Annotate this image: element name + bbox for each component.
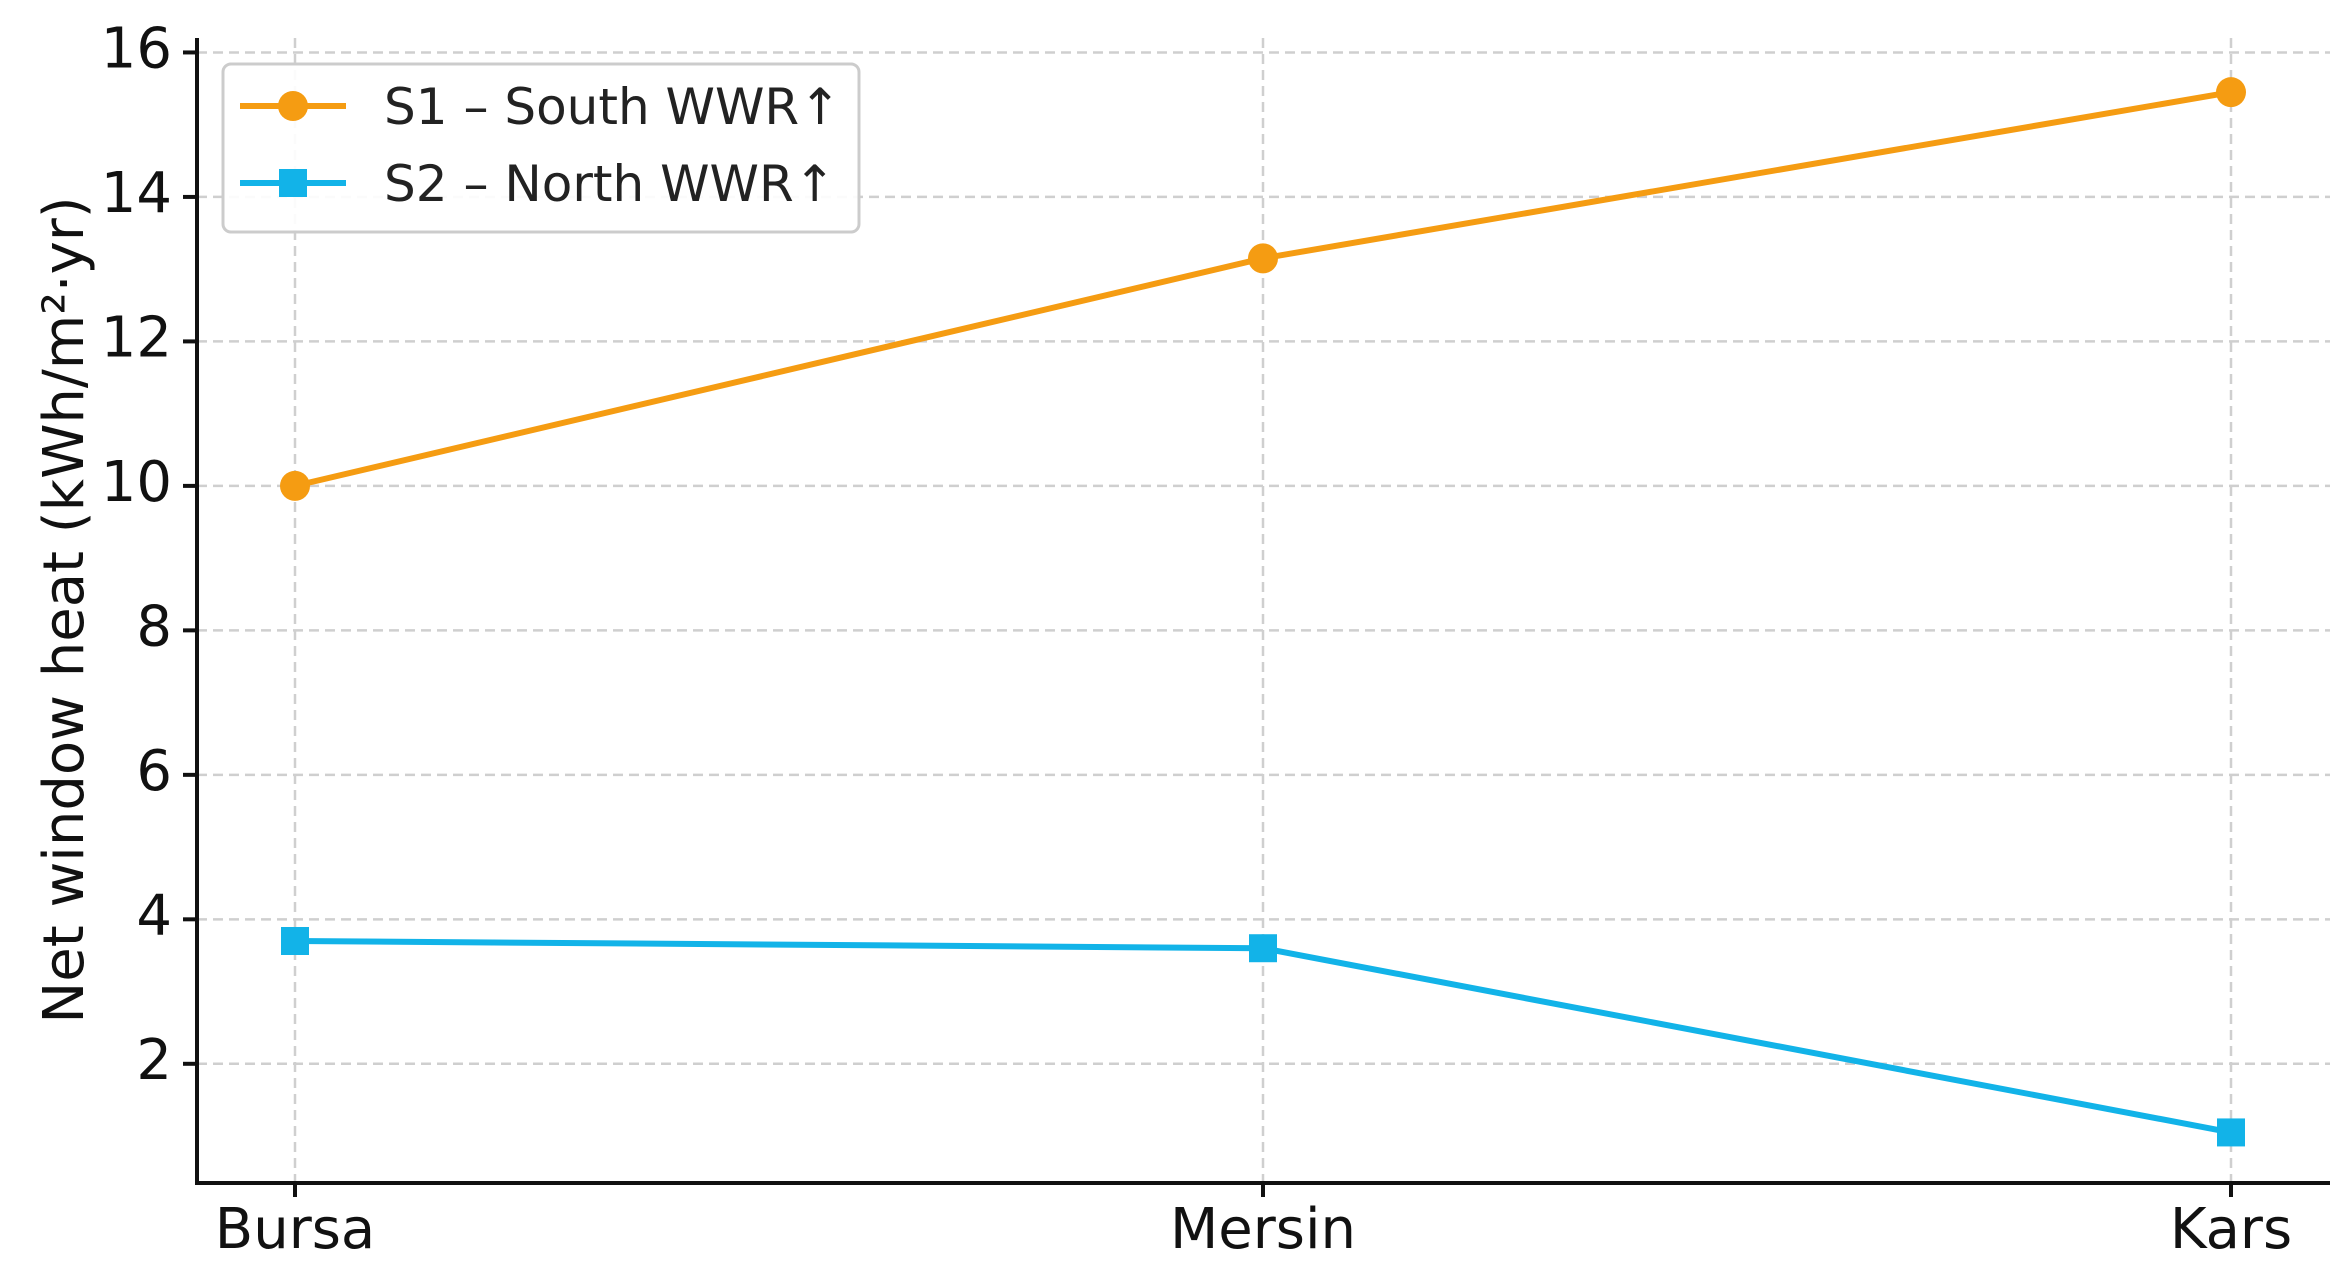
x-tick-label: Bursa xyxy=(215,1197,375,1262)
y-tick-label: 4 xyxy=(136,883,172,948)
series-layer xyxy=(280,77,2246,1147)
y-tick-label: 10 xyxy=(101,450,172,515)
x-tick-label: Kars xyxy=(2170,1197,2292,1262)
y-tick-label: 6 xyxy=(136,739,172,804)
y-tick-label: 14 xyxy=(101,161,172,226)
series-s1 xyxy=(280,77,2246,501)
y-ticks: 2 4 6 8 10 12 14 16 xyxy=(101,17,197,1093)
data-point xyxy=(1249,934,1277,963)
data-point xyxy=(1248,243,1278,274)
data-point xyxy=(2217,1118,2245,1147)
legend-s1-label: S1 – South WWR↑ xyxy=(384,78,841,136)
legend: S1 – South WWR↑ S2 – North WWR↑ xyxy=(221,62,861,234)
series-s2 xyxy=(281,926,2245,1147)
legend-s1-marker xyxy=(278,91,308,121)
data-point xyxy=(281,926,309,955)
y-axis-title: Net window heat (kWh/m²·yr) xyxy=(32,196,97,1023)
x-ticks: Bursa Mersin Kars xyxy=(215,1183,2292,1262)
data-point xyxy=(280,470,310,501)
legend-s2-label: S2 – North WWR↑ xyxy=(384,155,836,213)
y-tick-label: 8 xyxy=(136,595,172,660)
x-tick-label: Mersin xyxy=(1170,1197,1356,1262)
legend-box xyxy=(221,62,861,234)
y-tick-label: 16 xyxy=(101,17,172,82)
y-tick-label: 12 xyxy=(101,306,172,371)
data-point xyxy=(2216,77,2246,108)
legend-s2-marker xyxy=(279,169,307,197)
y-tick-label: 2 xyxy=(136,1028,172,1093)
